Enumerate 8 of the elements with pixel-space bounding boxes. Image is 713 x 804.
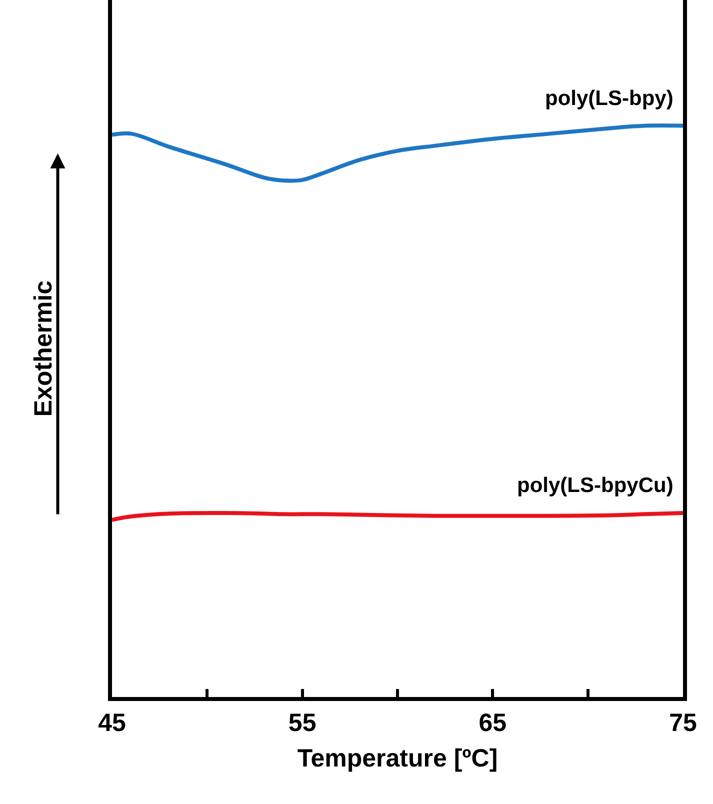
x-tick-label: 65: [478, 709, 507, 737]
x-tick-label: 75: [669, 709, 697, 737]
x-tick-label: 55: [288, 709, 316, 737]
x-tick-label: 45: [98, 709, 126, 737]
series-label: poly(LS-bpy): [545, 87, 674, 110]
x-axis-title: Temperature [ºC]: [297, 744, 498, 772]
series-label: poly(LS-bpyCu): [517, 474, 674, 497]
y-axis-title: Exothermic: [29, 280, 58, 417]
